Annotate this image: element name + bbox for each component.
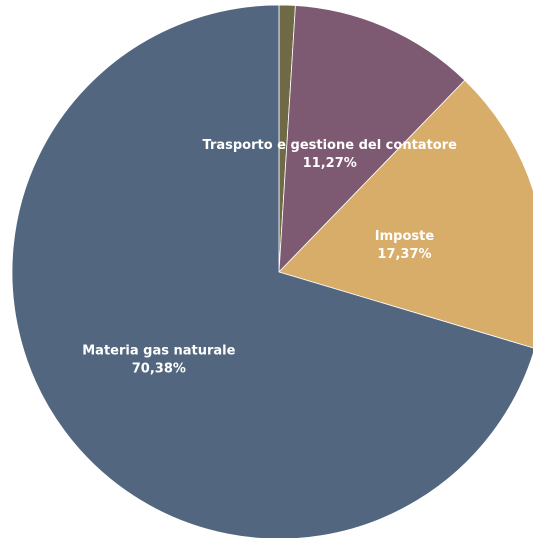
slice-label-imposte: Imposte [375,229,435,244]
slice-label-materia-gas-naturale: Materia gas naturale [82,344,235,359]
slice-label-trasporto-e-gestione-del-contatore: Trasporto e gestione del contatore [203,138,458,153]
pie-slice-trasporto-e-gestione-del-contatore [278,5,466,274]
pie-labels: Trasporto e gestione del contatore 11,27%… [82,138,457,377]
pie-slice-materia-gas-naturale [11,4,533,538]
pie-slices [11,4,533,538]
slice-value-imposte: 17,37% [377,247,431,262]
slice-value-trasporto-e-gestione-del-contatore: 11,27% [303,156,357,171]
slice-value-materia-gas-naturale: 70,38% [132,362,186,377]
pie-slice-imposte [278,79,533,349]
